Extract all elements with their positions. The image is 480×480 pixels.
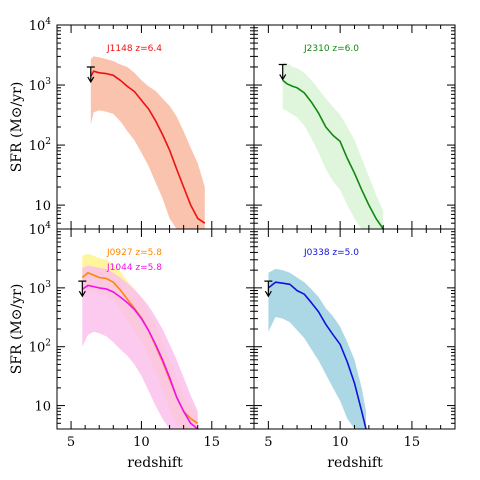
x-tick-label: 5 <box>67 435 75 450</box>
sfr-line-4-1 <box>267 281 367 429</box>
x-tick-label: 5 <box>264 435 272 450</box>
series-annotations: J1148 z=6.4 J2310 z=6.0 J0927 z=5.8 J1044 z… <box>106 44 359 273</box>
panel-top-right <box>278 62 384 229</box>
series-label-1-1: J1148 z=6.4 <box>106 44 162 54</box>
y-axis-title-bottom: SFR (M⊙/yr) <box>9 284 25 375</box>
panel-bottom-left <box>78 253 199 429</box>
uncertainty-band-1-1 <box>90 56 205 229</box>
upper-limit-arrowhead-2 <box>279 74 287 81</box>
series-label-3-1: J0927 z=5.8 <box>106 248 162 258</box>
sfr-line-3-2 <box>81 284 199 429</box>
uncertainty-band-2-1 <box>282 62 384 229</box>
y-tick-label: 102 <box>29 137 51 154</box>
uncertainty-band-4-1 <box>268 268 366 429</box>
y-tick-label: 104 <box>29 17 52 34</box>
x-tick-label: 15 <box>404 435 421 450</box>
y-tick-label: 102 <box>29 339 51 356</box>
y-axis-title-top: SFR (M⊙/yr) <box>9 82 25 173</box>
upper-limit-arrowhead-1 <box>87 76 95 84</box>
upper-limit-arrowhead-4 <box>264 290 272 298</box>
upper-limit-arrowhead-3 <box>78 290 86 298</box>
sfr-line-2-1 <box>282 79 384 229</box>
x-axis-title-right: redshift <box>327 455 383 471</box>
x-axis-title-left: redshift <box>127 455 183 471</box>
upper-limit-arrow-1 <box>86 66 95 81</box>
series-label-4-1: J0338 z=5.0 <box>303 248 359 258</box>
uncertainty-band-3-2 <box>82 265 198 429</box>
tick-labels: 10 102 103 104 10 102 103 104 5 10 15 5 10 15 <box>29 17 420 450</box>
x-tick-label: 15 <box>204 435 221 450</box>
upper-limit-arrow-3 <box>78 280 87 296</box>
y-tick-label: 10 <box>34 199 51 214</box>
y-tick-label: 104 <box>29 221 52 238</box>
y-tick-label: 103 <box>29 77 52 94</box>
x-tick-label: 10 <box>332 435 349 450</box>
y-tick-label: 103 <box>29 280 52 297</box>
x-tick-label: 10 <box>133 435 150 450</box>
panel-bottom-right <box>264 268 367 429</box>
panel-top-left <box>86 56 206 229</box>
series-label-3-2: J1044 z=5.8 <box>106 263 162 273</box>
axis-ticks <box>56 24 456 430</box>
sfr-line-1-1 <box>90 70 206 224</box>
series-label-2-1: J2310 z=6.0 <box>303 44 359 54</box>
y-tick-label: 10 <box>34 400 51 415</box>
upper-limit-arrow-2 <box>278 63 287 79</box>
upper-limit-arrow-4 <box>264 280 273 296</box>
